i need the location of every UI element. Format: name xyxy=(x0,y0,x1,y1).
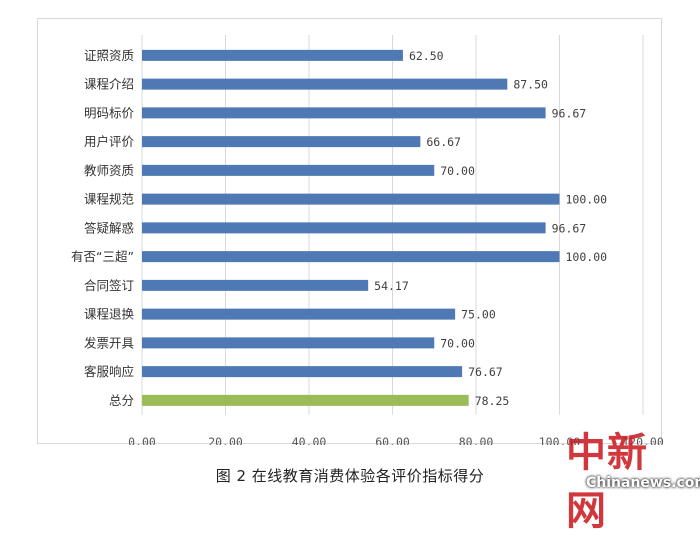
value-label: 75.00 xyxy=(461,308,496,322)
category-label: 证照资质 xyxy=(84,48,134,63)
category-label: 有否“三超” xyxy=(71,249,134,264)
category-label: 明码标价 xyxy=(84,105,135,120)
bar xyxy=(142,337,435,349)
bar xyxy=(142,164,435,176)
category-label: 总分 xyxy=(109,393,134,408)
value-label: 78.25 xyxy=(475,394,510,408)
x-tick-label: 120.00 xyxy=(622,435,663,445)
bar xyxy=(142,78,508,90)
value-label: 100.00 xyxy=(566,250,608,264)
value-label: 54.17 xyxy=(374,279,409,293)
bar xyxy=(142,308,456,320)
category-label: 课程规范 xyxy=(84,192,134,207)
category-label: 课程介绍 xyxy=(84,77,134,92)
category-label: 合同签订 xyxy=(84,278,134,293)
value-label: 70.00 xyxy=(440,164,475,178)
value-label: 66.67 xyxy=(426,135,461,149)
category-label: 发票开具 xyxy=(84,335,135,350)
bar xyxy=(142,107,546,119)
watermark: 中新网 Chinanews.com xyxy=(566,420,700,534)
bar xyxy=(142,279,369,291)
value-label: 62.50 xyxy=(409,49,444,63)
value-label: 100.00 xyxy=(566,193,608,207)
category-label: 教师资质 xyxy=(84,163,134,178)
bar xyxy=(142,193,560,205)
x-tick-label: 100.00 xyxy=(539,435,581,445)
value-label: 96.67 xyxy=(552,221,587,235)
x-tick-label: 40.00 xyxy=(292,435,327,445)
bar xyxy=(142,251,560,263)
bar xyxy=(142,49,403,61)
cropped-text-strip xyxy=(0,0,700,14)
value-label: 70.00 xyxy=(440,336,475,350)
bar-chart: 0.00 20.00 40.00 60.00 80.00 100.00 120.00 证照资质… xyxy=(71,35,663,445)
watermark-text: Chinanews.com xyxy=(586,475,700,491)
x-tick-label: 0.00 xyxy=(128,435,156,445)
value-label: 96.67 xyxy=(552,106,587,120)
category-label: 客服响应 xyxy=(84,364,134,379)
bar xyxy=(142,366,463,378)
chart-caption: 图 2 在线教育消费体验各评价指标得分 xyxy=(215,467,485,485)
category-label: 答疑解惑 xyxy=(84,220,134,235)
total-bar xyxy=(142,394,469,406)
category-label: 课程退换 xyxy=(84,307,135,322)
category-label: 用户评价 xyxy=(84,134,135,149)
chart-frame: 0.00 20.00 40.00 60.00 80.00 100.00 120.00 证照资质… xyxy=(37,18,663,445)
value-label: 87.50 xyxy=(513,78,548,92)
value-label: 76.67 xyxy=(468,365,503,379)
bar xyxy=(142,222,546,234)
bar xyxy=(142,136,421,148)
x-tick-label: 80.00 xyxy=(459,435,494,445)
x-tick-label: 60.00 xyxy=(375,435,410,445)
x-tick-label: 20.00 xyxy=(208,435,243,445)
